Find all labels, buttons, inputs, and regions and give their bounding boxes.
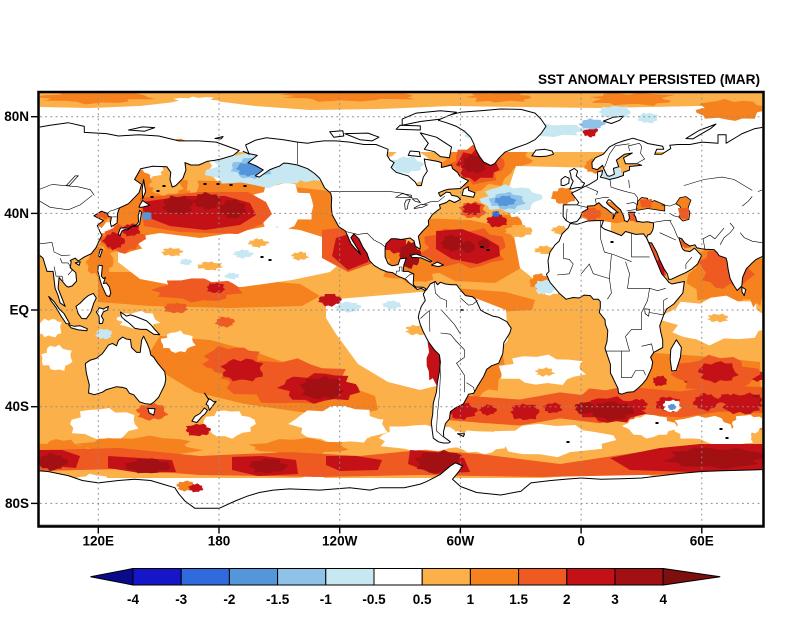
svg-text:-1: -1 xyxy=(320,592,332,607)
svg-text:1: 1 xyxy=(467,592,475,607)
svg-text:-1.5: -1.5 xyxy=(266,592,290,607)
svg-text:0: 0 xyxy=(577,534,585,549)
svg-text:180: 180 xyxy=(208,534,231,549)
svg-text:40S: 40S xyxy=(5,399,29,414)
svg-text:4: 4 xyxy=(659,592,667,607)
svg-text:-3: -3 xyxy=(175,592,187,607)
svg-text:120E: 120E xyxy=(83,534,115,549)
svg-text:80S: 80S xyxy=(5,496,29,511)
svg-text:EQ: EQ xyxy=(9,303,29,318)
svg-text:40N: 40N xyxy=(4,206,29,221)
svg-text:80N: 80N xyxy=(4,109,29,124)
svg-text:3: 3 xyxy=(611,592,619,607)
svg-text:0.5: 0.5 xyxy=(413,592,432,607)
svg-text:-0.5: -0.5 xyxy=(362,592,386,607)
svg-text:-2: -2 xyxy=(223,592,235,607)
svg-text:60W: 60W xyxy=(447,534,475,549)
svg-text:1.5: 1.5 xyxy=(509,592,528,607)
svg-text:SST ANOMALY PERSISTED (MAR): SST ANOMALY PERSISTED (MAR) xyxy=(538,71,760,87)
svg-text:60E: 60E xyxy=(690,534,714,549)
svg-text:120W: 120W xyxy=(322,534,358,549)
svg-text:-4: -4 xyxy=(127,592,139,607)
svg-text:2: 2 xyxy=(563,592,571,607)
